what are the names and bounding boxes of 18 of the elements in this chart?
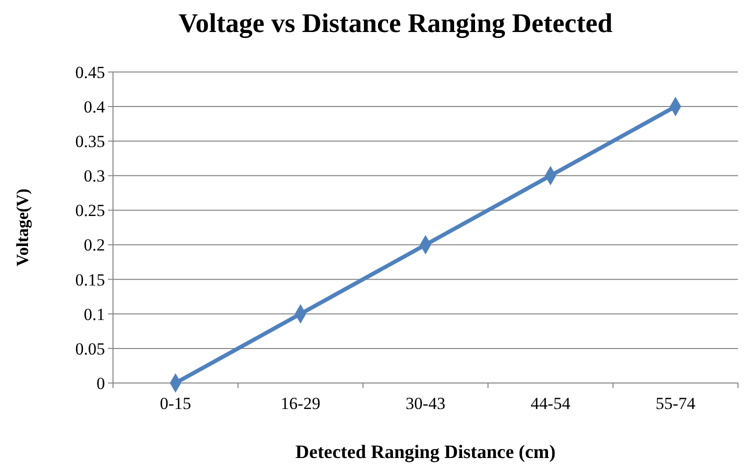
x-axis-title: Detected Ranging Distance (cm)	[295, 442, 556, 463]
y-tick-label: 0.4	[84, 98, 106, 117]
y-axis-title: Voltage(V)	[13, 188, 32, 266]
y-tick-label: 0.45	[75, 62, 105, 82]
x-tick-label: 30-43	[406, 394, 446, 413]
y-tick-label: 0.05	[75, 339, 105, 358]
y-tick-label: 0.2	[84, 236, 105, 255]
y-tick-label: 0.25	[75, 201, 105, 220]
y-tick-label: 0	[96, 374, 105, 393]
x-tick-label: 44-54	[530, 394, 571, 413]
x-tick-label: 55-74	[656, 394, 696, 413]
chart-title: Voltage vs Distance Ranging Detected	[178, 8, 612, 38]
y-tick-label: 0.1	[84, 304, 105, 324]
y-tick-label: 0.15	[75, 270, 105, 290]
x-tick-label: 0-15	[160, 394, 192, 413]
y-tick-label: 0.3	[84, 166, 105, 186]
y-tick-label: 0.35	[75, 132, 105, 152]
x-tick-label: 16-29	[280, 394, 320, 413]
